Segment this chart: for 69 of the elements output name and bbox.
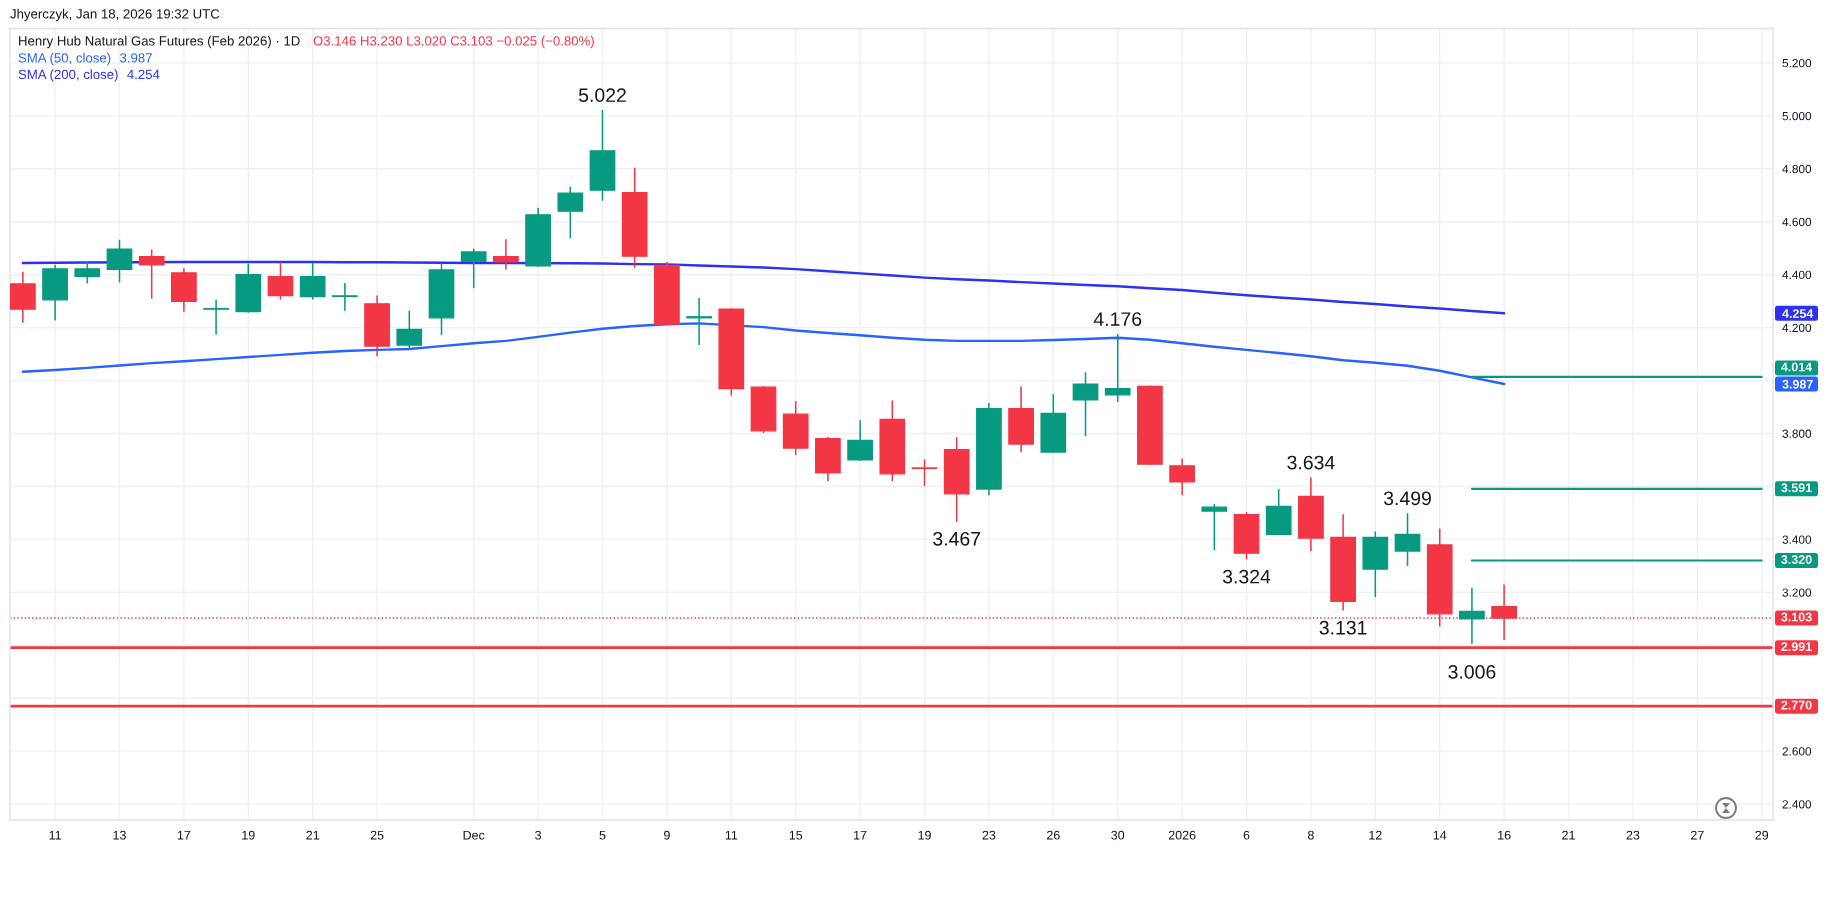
text: O3.146 H3.230 L3.020 C3.103 −0.025 (−0.80%) [313, 35, 594, 49]
annotation: 3.467 [933, 531, 981, 546]
y-tick-label: 4.800 [1782, 164, 1812, 174]
annotation: 3.499 [1383, 491, 1431, 506]
y-tick-label: 3.200 [1782, 588, 1812, 597]
candlestick [1104, 333, 1131, 403]
text: SMA (50, close) [18, 52, 111, 66]
y-tick-label: 2.400 [1782, 800, 1812, 809]
x-tick-label: 9 [664, 830, 670, 840]
x-tick-label: 19 [242, 830, 255, 840]
x-tick-label: 30 [1111, 830, 1125, 840]
ref-line-label: 3.103 [1781, 612, 1812, 622]
text: SMA (200, close) [18, 69, 118, 82]
x-tick-label: 13 [113, 830, 126, 840]
y-tick-label: 2.600 [1782, 747, 1812, 756]
x-tick-label: 21 [1562, 830, 1575, 840]
candlestick [911, 458, 938, 487]
y-tick-label: 3.987 [1782, 379, 1813, 389]
text: Jhyerczyk, Jan 18, 2026 19:32 UTC [10, 8, 220, 22]
x-tick-label: 5 [599, 830, 606, 840]
annotation: 3.131 [1319, 620, 1367, 635]
annotation: 3.634 [1287, 455, 1335, 470]
ref-line-label: 2.991 [1781, 642, 1812, 652]
x-tick-label: 17 [854, 830, 867, 840]
y-tick-label: 4.200 [1782, 323, 1812, 333]
x-tick-label: 26 [1046, 830, 1060, 840]
x-tick-label: 2026 [1168, 830, 1196, 840]
text: Henry Hub Natural Gas Futures (Feb 2026) · 1D [19, 35, 300, 49]
annotation: 3.324 [1222, 569, 1271, 584]
y-tick-label: 4.600 [1782, 217, 1812, 227]
y-tick-label: 4.400 [1782, 270, 1812, 280]
x-tick-label: 3 [535, 830, 542, 840]
candlestick [332, 282, 358, 312]
data-label: 3.320 [1781, 555, 1812, 564]
text: 3.987 [120, 53, 152, 63]
x-tick-label: 19 [918, 830, 931, 840]
ref-line-label: 2.770 [1781, 700, 1812, 710]
x-tick-label: 25 [370, 830, 384, 840]
annotation: 3.006 [1448, 665, 1496, 679]
x-tick-label: 29 [1755, 830, 1769, 840]
candlestick [493, 238, 519, 271]
y-tick-label: 3.800 [1782, 429, 1812, 438]
annotation: 5.022 [578, 88, 626, 103]
x-tick-label: 21 [306, 830, 320, 840]
x-tick-label: 15 [789, 830, 803, 840]
x-tick-label: 27 [1691, 830, 1704, 840]
x-tick-label: 23 [982, 830, 996, 840]
data-label: 4.014 [1781, 362, 1813, 372]
x-tick-label: 16 [1498, 830, 1511, 840]
y-tick-label: 5.200 [1782, 58, 1812, 68]
x-tick-label: 12 [1369, 830, 1382, 840]
candlestick [686, 297, 712, 346]
x-tick-label: 14 [1433, 830, 1447, 840]
x-tick-label: 11 [49, 830, 61, 840]
text: 4.254 [127, 69, 160, 80]
x-tick-label: 8 [1307, 830, 1314, 840]
y-tick-label: 5.000 [1782, 111, 1812, 121]
candlestick [203, 298, 229, 336]
x-tick-label: 11 [725, 830, 738, 840]
candlestick [1201, 503, 1228, 551]
x-tick-label: Dec [463, 830, 485, 840]
candlestick [1459, 587, 1485, 645]
x-tick-label: 17 [177, 830, 191, 840]
y-tick-label: 4.254 [1782, 309, 1814, 318]
y-tick-label: 3.400 [1782, 535, 1812, 544]
annotation: 4.176 [1093, 312, 1142, 326]
x-tick-label: 6 [1243, 830, 1250, 840]
x-tick-label: 23 [1626, 830, 1640, 840]
data-label: 3.591 [1781, 483, 1812, 493]
